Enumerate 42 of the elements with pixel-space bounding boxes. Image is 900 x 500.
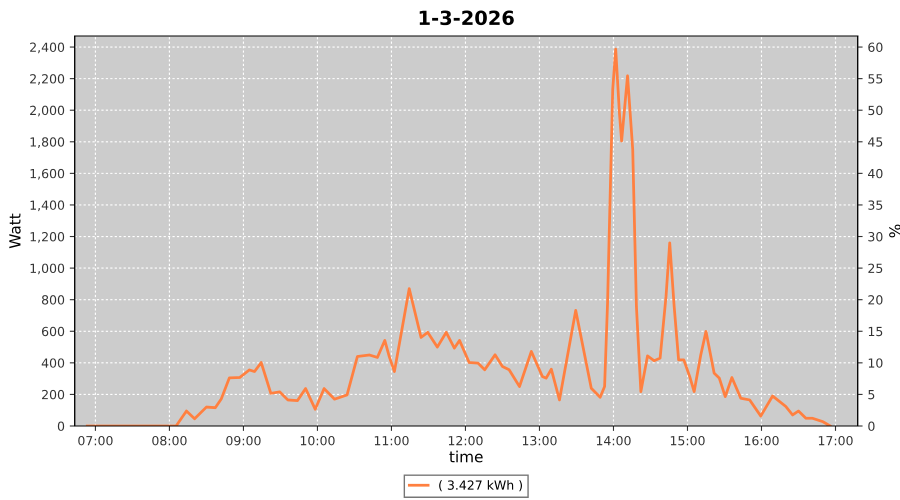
y-tick-label: 2,200 bbox=[30, 74, 64, 85]
x-tick-label: 12:00 bbox=[448, 436, 483, 446]
chart-title: 1-3-2026 bbox=[420, 10, 514, 26]
y2-tick-label: 25 bbox=[868, 264, 882, 274]
y-tick-label: 2,400 bbox=[30, 42, 64, 54]
y2-tick-label: 40 bbox=[868, 168, 882, 178]
y2-tick-label: 0 bbox=[868, 421, 875, 431]
x-tick-label: 09:00 bbox=[226, 436, 261, 446]
y2-tick-label: 50 bbox=[868, 106, 882, 116]
y2-tick-label: 35 bbox=[868, 200, 882, 210]
y-tick-label: 800 bbox=[42, 295, 64, 305]
x-axis-title: time bbox=[449, 450, 483, 462]
y2-tick-label: 5 bbox=[868, 390, 874, 400]
y2-tick-label: 45 bbox=[868, 137, 882, 147]
y-tick-label: 400 bbox=[42, 358, 64, 368]
y-tick-label: 2,000 bbox=[30, 106, 64, 116]
y-tick-label: 600 bbox=[42, 326, 64, 336]
y2-tick-label: 60 bbox=[868, 42, 882, 52]
y-tick-label: 0 bbox=[58, 421, 64, 431]
x-tick-label: 11:00 bbox=[374, 436, 409, 446]
legend-label: ( 3.427 kWh ) bbox=[439, 480, 522, 492]
x-tick-label: 10:00 bbox=[300, 436, 335, 446]
y2-tick-label: 15 bbox=[868, 326, 882, 336]
x-tick-label: 14:00 bbox=[596, 436, 631, 446]
y-axis-title: Watt bbox=[9, 214, 21, 248]
x-tick-label: 08:00 bbox=[152, 436, 187, 446]
y-tick-label: 200 bbox=[42, 390, 64, 400]
y-tick-label: 1,400 bbox=[30, 200, 64, 212]
x-tick-label: 17:00 bbox=[818, 436, 853, 446]
y-tick-label: 1,600 bbox=[30, 168, 64, 180]
line-series bbox=[86, 48, 832, 426]
y2-tick-label: 10 bbox=[868, 358, 882, 368]
y2-tick-label: 30 bbox=[868, 232, 882, 242]
y-tick-label: 1,800 bbox=[30, 137, 64, 148]
y-tick-label: 1,000 bbox=[30, 264, 64, 274]
y-tick-label: 1,200 bbox=[30, 232, 64, 243]
y2-tick-label: 55 bbox=[868, 74, 882, 84]
x-tick-label: 16:00 bbox=[744, 436, 779, 446]
x-tick-label: 13:00 bbox=[522, 436, 557, 446]
y2-tick-label: 20 bbox=[868, 295, 882, 305]
x-tick-label: 07:00 bbox=[78, 436, 113, 446]
x-tick-label: 15:00 bbox=[670, 436, 705, 446]
